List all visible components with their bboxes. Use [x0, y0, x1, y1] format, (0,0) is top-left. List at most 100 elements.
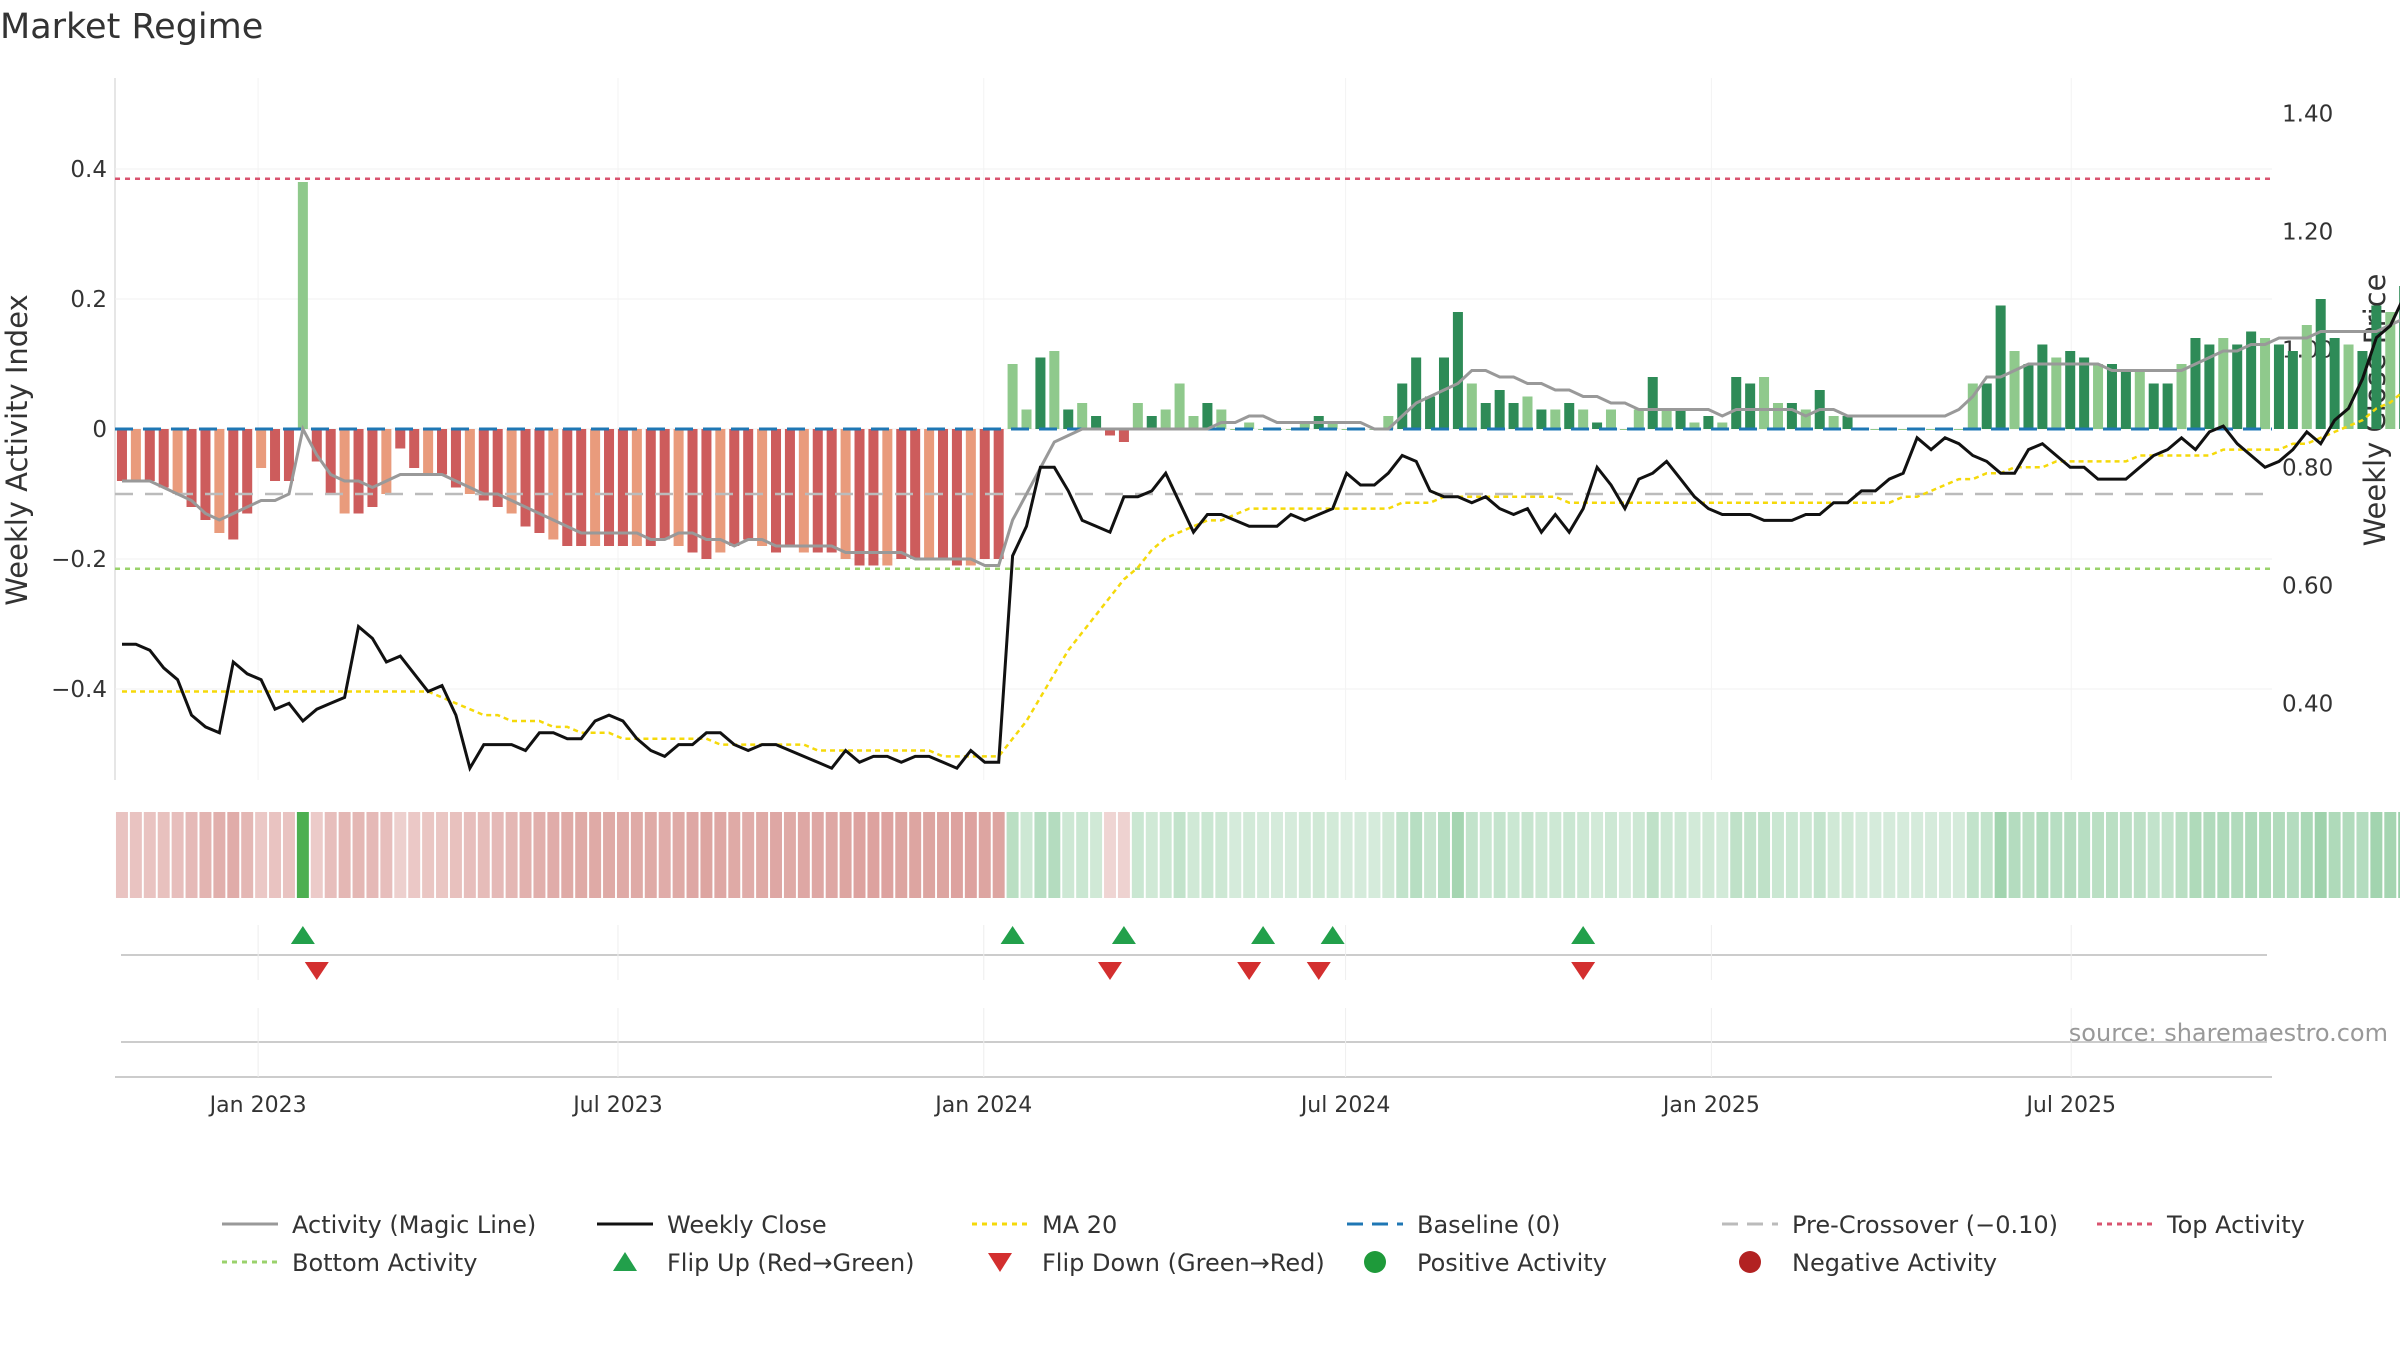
activity-bar	[2246, 331, 2257, 429]
legend-swatch	[613, 1252, 637, 1271]
regime-cell	[143, 812, 156, 898]
legend-item: MA 20	[972, 1211, 1117, 1239]
activity-bar	[701, 429, 712, 559]
activity-bar	[1842, 416, 1853, 429]
regime-cell	[296, 812, 309, 898]
y-tick-label: −0.4	[51, 677, 107, 703]
regime-cell	[770, 812, 783, 898]
regime-cell	[589, 812, 602, 898]
activity-bar	[1438, 357, 1450, 429]
regime-cell	[115, 812, 128, 898]
y2-tick-label: 1.20	[2282, 219, 2333, 245]
activity-bar	[367, 429, 378, 507]
regime-cell	[2147, 812, 2160, 898]
regime-cell	[839, 812, 852, 898]
regime-cell	[867, 812, 880, 898]
x-tick-label: Jul 2023	[571, 1093, 663, 1118]
regime-cell	[1952, 812, 1965, 898]
regime-cell	[394, 812, 407, 898]
regime-cell	[881, 812, 894, 898]
activity-bar	[1508, 403, 1519, 429]
activity-bar	[1035, 357, 1046, 429]
regime-cell	[2189, 812, 2202, 898]
legend-item: Bottom Activity	[222, 1249, 477, 1277]
y2-tick-label: 1.40	[2282, 101, 2333, 127]
activity-bar	[1007, 364, 1018, 429]
activity-bar	[381, 429, 392, 494]
regime-cell	[1048, 812, 1061, 898]
legend-label: Positive Activity	[1417, 1249, 1607, 1277]
regime-cell	[756, 812, 769, 898]
regime-cell	[2092, 812, 2105, 898]
activity-bar	[186, 429, 197, 507]
regime-cell	[1243, 812, 1256, 898]
regime-cell	[1396, 812, 1409, 898]
y-tick-label: −0.2	[51, 547, 107, 573]
activity-bar	[534, 429, 545, 533]
regime-cell	[449, 812, 462, 898]
activity-bar	[965, 429, 976, 566]
activity-bar	[604, 429, 615, 546]
activity-bar	[673, 429, 684, 546]
activity-bar	[1828, 416, 1839, 429]
activity-bar	[590, 429, 601, 546]
ma20-line	[122, 392, 2400, 758]
regime-cell	[1618, 812, 1631, 898]
flip-up-marker	[1251, 926, 1276, 944]
regime-cell	[255, 812, 268, 898]
activity-bar	[423, 429, 434, 475]
regime-cell	[1925, 812, 1938, 898]
activity-bar	[882, 429, 893, 566]
activity-bar	[2218, 338, 2229, 429]
activity-bar	[1522, 396, 1533, 429]
activity-bar	[617, 429, 628, 546]
activity-bar	[270, 429, 281, 481]
regime-cell	[950, 812, 963, 898]
activity-bar	[339, 429, 350, 514]
regime-cell	[1771, 812, 1784, 898]
regime-cell	[1869, 812, 1882, 898]
flip-up-marker	[1320, 926, 1345, 944]
regime-cell	[2105, 812, 2118, 898]
y-tick-label: 0.2	[70, 287, 107, 313]
regime-cell	[1284, 812, 1297, 898]
regime-cell	[728, 812, 741, 898]
activity-bar	[715, 429, 726, 553]
regime-cell	[171, 812, 184, 898]
activity-bar	[1411, 357, 1422, 429]
legend-swatch	[1739, 1251, 1761, 1273]
activity-bar	[1160, 409, 1171, 429]
legend-item: Weekly Close	[597, 1211, 827, 1239]
activity-bar	[910, 429, 921, 559]
regime-cell	[1841, 812, 1854, 898]
regime-cell	[1535, 812, 1548, 898]
activity-bar	[1731, 377, 1742, 429]
regime-cell	[352, 812, 365, 898]
activity-bar	[1494, 390, 1505, 429]
legend-label: Activity (Magic Line)	[292, 1211, 536, 1239]
regime-cell	[2300, 812, 2313, 898]
regime-cell	[1549, 812, 1562, 898]
legend-item: Negative Activity	[1739, 1249, 1997, 1277]
x-tick-label: Jan 2023	[208, 1093, 307, 1118]
activity-bar	[464, 429, 475, 494]
activity-bar	[1244, 422, 1255, 429]
activity-bar	[1619, 429, 1630, 430]
activity-bar	[1647, 377, 1658, 429]
flip-down-marker	[1306, 962, 1331, 980]
y2-tick-label: 0.60	[2282, 573, 2333, 599]
regime-cell	[199, 812, 212, 898]
regime-cell	[1577, 812, 1590, 898]
regime-cell	[1062, 812, 1075, 898]
activity-bar	[2260, 338, 2271, 429]
activity-bar	[2079, 357, 2090, 429]
regime-cell	[2022, 812, 2035, 898]
y2-tick-label: 0.80	[2282, 455, 2333, 481]
regime-cell	[658, 812, 671, 898]
activity-bar	[757, 429, 768, 546]
regime-cell	[1646, 812, 1659, 898]
regime-cell	[324, 812, 337, 898]
legend-label: Flip Down (Green→Red)	[1042, 1249, 1325, 1277]
regime-cell	[1702, 812, 1715, 898]
